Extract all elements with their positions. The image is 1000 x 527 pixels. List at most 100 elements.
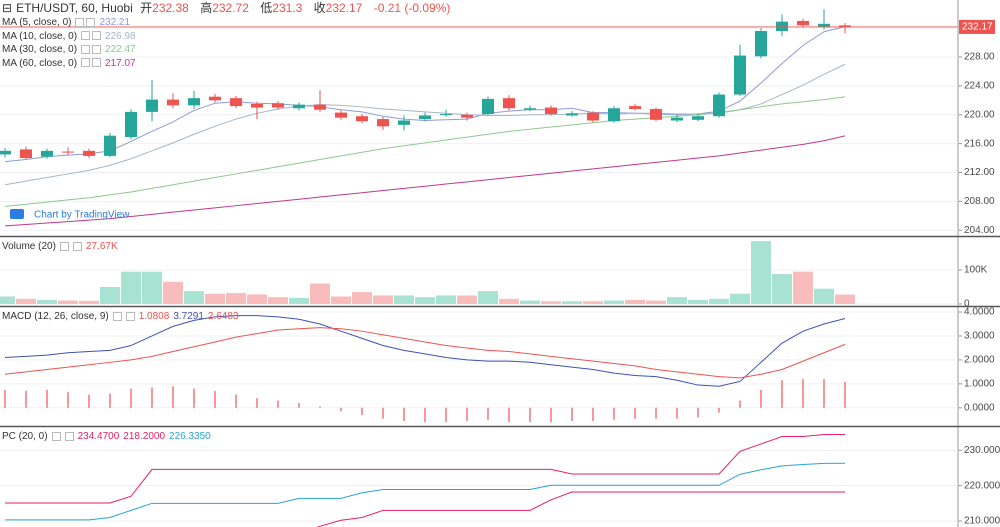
indicator-value: 226.98 — [105, 30, 136, 42]
candle-body — [629, 106, 641, 109]
volume-bar — [268, 297, 288, 304]
histogram-bar — [214, 391, 216, 408]
indicator-line — [316, 491, 845, 527]
close-icon[interactable] — [72, 241, 82, 251]
candle-body — [251, 103, 263, 108]
candle-body — [20, 149, 32, 159]
volume-bar — [121, 271, 141, 304]
histogram-bar — [802, 379, 804, 408]
histogram-bar — [25, 391, 27, 408]
histogram-bar — [4, 389, 6, 408]
candle-body — [503, 98, 515, 109]
indicator-value: 3.7291 — [173, 311, 204, 322]
volume-bar — [730, 293, 750, 304]
histogram-bar — [571, 407, 573, 421]
indicator-name: MA (60, close, 0) — [2, 57, 78, 69]
histogram-bar — [340, 407, 342, 412]
candle-body — [587, 112, 599, 121]
y-tick-label: 100K — [964, 265, 988, 276]
indicator-legend: MACD (12, 26, close, 9) 1.0808 3.7291 2.648… — [2, 311, 243, 323]
close-icon[interactable] — [64, 431, 74, 441]
candle-body — [818, 23, 830, 27]
candle-body — [776, 21, 788, 32]
open-value: 232.38 — [152, 1, 189, 15]
histogram-bar — [550, 407, 552, 423]
settings-icon[interactable] — [59, 241, 69, 251]
close-icon[interactable] — [92, 44, 102, 54]
histogram-bar — [361, 407, 363, 415]
low-label: 低 — [260, 1, 273, 15]
pane-3 — [0, 434, 958, 527]
candle-body — [104, 135, 116, 156]
close-icon[interactable] — [125, 311, 135, 321]
candle-body — [230, 98, 242, 107]
volume-bar — [562, 301, 582, 304]
y-tick-label: 228.00 — [964, 52, 995, 63]
close-value: 232.17 — [325, 1, 363, 15]
candle-body — [419, 115, 431, 120]
settings-icon[interactable] — [81, 31, 91, 41]
close-icon[interactable] — [86, 17, 96, 27]
indicator-line — [5, 434, 845, 504]
settings-icon[interactable] — [81, 44, 91, 54]
volume-bar — [79, 300, 99, 304]
settings-icon[interactable] — [81, 58, 91, 68]
volume-bar — [709, 298, 729, 304]
y-tick-label: 230.0000 — [964, 445, 1000, 456]
histogram-bar — [613, 407, 615, 420]
y-tick-label: 3.0000 — [964, 331, 995, 342]
candle-body — [209, 96, 221, 101]
indicator-name: MA (5, close, 0) — [2, 17, 72, 28]
candle-body — [0, 150, 11, 155]
candle-body — [62, 151, 74, 153]
last-price-tag — [959, 19, 995, 34]
candle-body — [545, 107, 557, 115]
volume-bar — [478, 291, 498, 304]
volume-bar — [226, 293, 246, 304]
candle-body — [482, 98, 494, 115]
high-value: 232.72 — [212, 1, 249, 15]
histogram-bar — [235, 394, 237, 408]
collapse-icon[interactable]: ⊟ — [2, 1, 13, 15]
symbol-legend: ⊟ ETH/USDT, 60, Huobi 开232.38 高232.72 低23… — [2, 2, 454, 14]
pane-0 — [0, 9, 958, 231]
candle-body — [398, 120, 410, 125]
candle-body — [461, 114, 473, 118]
y-tick-label: 212.00 — [964, 167, 995, 178]
histogram-bar — [718, 407, 720, 413]
last-price-label: 232.17 — [962, 22, 993, 33]
indicator-line — [4, 327, 846, 379]
high-label: 高 — [200, 1, 213, 15]
y-tick-label: 210.0000 — [964, 516, 1000, 527]
close-icon[interactable] — [92, 58, 102, 68]
y-tick-label: 204.00 — [964, 225, 995, 236]
indicator-legend: MA (30, close, 0) 222.47 — [2, 44, 140, 56]
volume-bar — [331, 296, 351, 304]
candle-body — [41, 150, 53, 157]
settings-icon[interactable] — [75, 17, 85, 27]
volume-bar — [751, 241, 771, 304]
indicator-name: MA (10, close, 0) — [2, 30, 78, 42]
close-icon[interactable] — [92, 31, 102, 41]
candle-body — [713, 94, 725, 117]
candle-body — [839, 25, 851, 27]
candle-body — [440, 114, 452, 116]
volume-bar — [205, 293, 225, 304]
y-tick-label: 1.0000 — [964, 378, 995, 389]
volume-bar — [520, 300, 540, 304]
volume-bar — [436, 295, 456, 304]
histogram-bar — [277, 400, 279, 408]
settings-icon[interactable] — [112, 311, 122, 321]
settings-icon[interactable] — [51, 431, 61, 441]
y-tick-label: 220.00 — [964, 109, 995, 120]
indicator-value: 232.21 — [99, 17, 131, 28]
volume-bar — [247, 294, 267, 304]
low-value: 231.3 — [272, 1, 303, 15]
indicator-line — [4, 135, 846, 227]
candle-body — [335, 112, 347, 118]
candle-body — [293, 104, 305, 109]
y-tick-label: 216.00 — [964, 138, 995, 149]
candle-body — [671, 117, 683, 121]
volume-bar — [310, 283, 330, 304]
